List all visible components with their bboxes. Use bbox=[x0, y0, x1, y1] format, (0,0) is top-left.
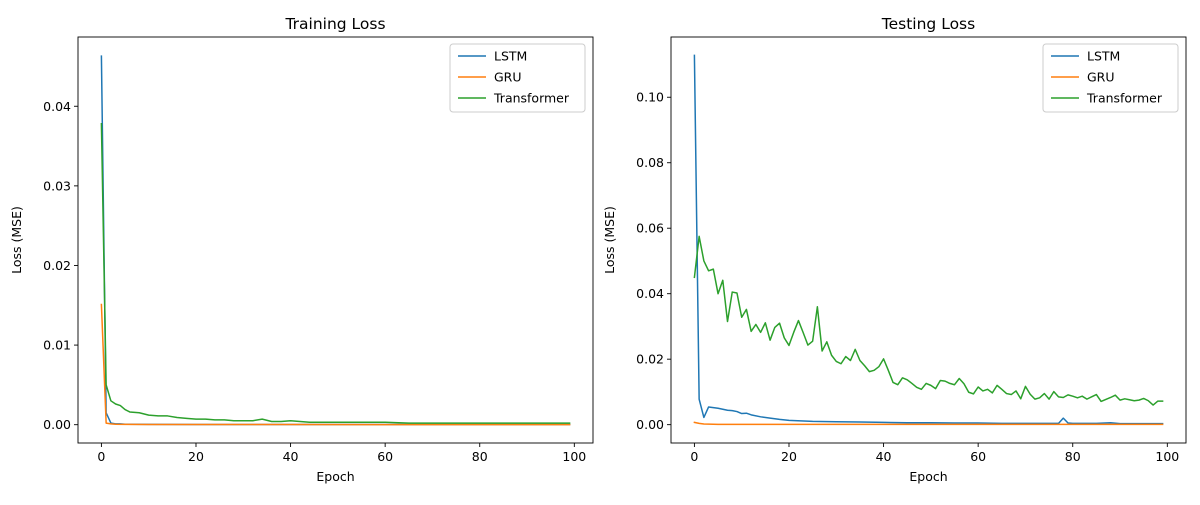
legend-label: Transformer bbox=[493, 91, 570, 106]
legend: LSTM GRU Transformer bbox=[449, 43, 586, 113]
x-tick-label: 40 bbox=[876, 449, 892, 464]
legend-label: LSTM bbox=[494, 49, 527, 64]
y-tick-label: 0.02 bbox=[43, 258, 71, 273]
y-tick-label: 0.04 bbox=[43, 99, 71, 114]
x-tick-label: 0 bbox=[690, 449, 698, 464]
x-tick-label: 100 bbox=[1155, 449, 1179, 464]
legend-label: GRU bbox=[1087, 70, 1115, 85]
y-tick-label: 0.08 bbox=[636, 155, 664, 170]
x-tick-label: 80 bbox=[472, 449, 488, 464]
y-axis-label: Loss (MSE) bbox=[9, 206, 24, 274]
y-tick-label: 0.03 bbox=[43, 178, 71, 193]
y-tick-label: 0.00 bbox=[43, 417, 71, 432]
legend-label: LSTM bbox=[1087, 49, 1120, 64]
x-tick-label: 60 bbox=[970, 449, 986, 464]
chart-panel-2: Testing Loss 0 20 40 60 80 100 0.00 0.02 0.04 0.06… bbox=[602, 15, 1187, 484]
legend-label: Transformer bbox=[1086, 91, 1163, 106]
series-line-lstm bbox=[693, 54, 1164, 425]
y-tick-label: 0.10 bbox=[636, 90, 664, 105]
legend-box bbox=[1042, 43, 1179, 113]
series-line-gru bbox=[693, 421, 1164, 426]
y-tick-label: 0.04 bbox=[636, 286, 664, 301]
y-tick-label: 0.02 bbox=[636, 352, 664, 367]
chart-panel-1: Training Loss 0 20 40 60 80 100 0.00 0.01 0.02 0.0… bbox=[9, 15, 594, 484]
x-tick-label: 40 bbox=[283, 449, 299, 464]
chart-title: Testing Loss bbox=[881, 15, 975, 33]
x-axis-label: Epoch bbox=[316, 469, 354, 484]
chart-title: Training Loss bbox=[284, 15, 385, 33]
series-line-transformer bbox=[693, 235, 1164, 406]
plot-frame bbox=[77, 36, 594, 444]
x-tick-label: 80 bbox=[1065, 449, 1081, 464]
x-axis-label: Epoch bbox=[909, 469, 947, 484]
x-tick-label: 60 bbox=[377, 449, 393, 464]
x-tick-label: 0 bbox=[97, 449, 105, 464]
y-tick-label: 0.00 bbox=[636, 417, 664, 432]
series-line-gru bbox=[100, 303, 571, 426]
y-tick-label: 0.06 bbox=[636, 221, 664, 236]
x-tick-label: 100 bbox=[562, 449, 586, 464]
legend-label: GRU bbox=[494, 70, 522, 85]
legend: LSTM GRU Transformer bbox=[1042, 43, 1179, 113]
plot-frame bbox=[670, 36, 1187, 444]
y-axis-label: Loss (MSE) bbox=[602, 206, 617, 274]
x-tick-label: 20 bbox=[188, 449, 204, 464]
series-line-transformer bbox=[100, 123, 571, 424]
y-tick-label: 0.01 bbox=[43, 338, 71, 353]
x-tick-label: 20 bbox=[781, 449, 797, 464]
legend-box bbox=[449, 43, 586, 113]
